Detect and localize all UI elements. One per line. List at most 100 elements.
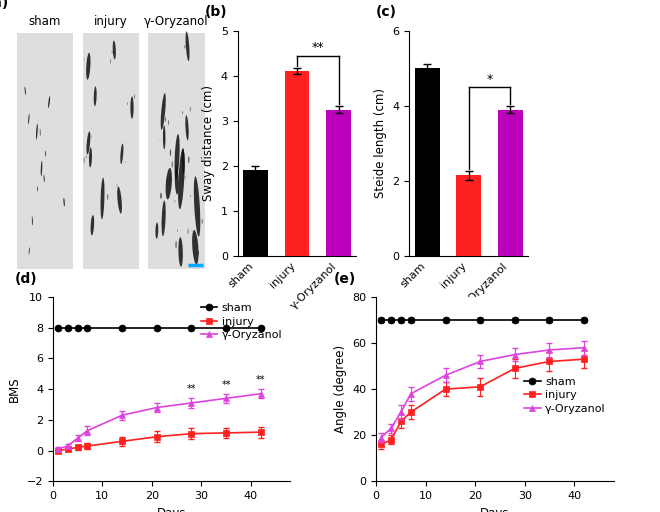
Ellipse shape (131, 96, 133, 119)
Ellipse shape (178, 148, 185, 209)
Text: injury: injury (94, 15, 127, 28)
Ellipse shape (24, 87, 26, 95)
γ-Oryzanol (63, 443, 72, 449)
Ellipse shape (166, 168, 172, 199)
injury (118, 438, 126, 444)
sham (152, 325, 161, 331)
Text: **: ** (312, 40, 324, 54)
injury (53, 447, 62, 454)
Text: sham: sham (28, 15, 61, 28)
γ-Oryzanol (397, 409, 405, 415)
Text: *: * (486, 73, 492, 86)
Y-axis label: Angle (degree): Angle (degree) (334, 345, 346, 433)
Ellipse shape (202, 219, 203, 224)
injury (442, 386, 449, 392)
Ellipse shape (94, 87, 96, 106)
sham (476, 317, 484, 323)
injury (83, 443, 91, 449)
γ-Oryzanol (387, 425, 395, 431)
Bar (82, 33, 139, 269)
Ellipse shape (162, 201, 166, 236)
sham (397, 317, 405, 323)
Bar (498, 110, 523, 256)
sham (387, 317, 395, 323)
Ellipse shape (184, 45, 185, 49)
injury (257, 429, 265, 435)
Text: (e): (e) (333, 272, 356, 286)
Ellipse shape (110, 59, 111, 64)
Bar (243, 170, 268, 256)
sham (53, 325, 62, 331)
Line: γ-Oryzanol: γ-Oryzanol (378, 344, 587, 441)
injury (476, 384, 484, 390)
Ellipse shape (172, 161, 173, 168)
Ellipse shape (161, 194, 162, 198)
sham (83, 325, 91, 331)
Text: γ-Oryzanol: γ-Oryzanol (145, 15, 209, 28)
Ellipse shape (37, 186, 38, 191)
Text: (d): (d) (15, 272, 38, 286)
Bar (148, 33, 205, 269)
Ellipse shape (89, 147, 92, 167)
Ellipse shape (63, 198, 65, 206)
γ-Oryzanol (118, 412, 126, 418)
X-axis label: Days: Days (157, 506, 186, 512)
Line: γ-Oryzanol: γ-Oryzanol (54, 390, 264, 453)
γ-Oryzanol (83, 428, 91, 434)
Line: sham: sham (378, 316, 587, 324)
injury (73, 444, 82, 451)
γ-Oryzanol (545, 347, 553, 353)
Bar (456, 175, 481, 256)
γ-Oryzanol (378, 434, 385, 440)
Bar (16, 33, 73, 269)
Ellipse shape (28, 247, 30, 254)
γ-Oryzanol (187, 400, 195, 406)
sham (118, 325, 126, 331)
γ-Oryzanol (73, 435, 82, 441)
Ellipse shape (41, 161, 42, 176)
Ellipse shape (174, 134, 180, 179)
Line: sham: sham (54, 324, 264, 331)
Ellipse shape (44, 175, 45, 182)
Ellipse shape (48, 96, 50, 108)
γ-Oryzanol (407, 391, 414, 397)
Ellipse shape (187, 228, 189, 234)
Ellipse shape (103, 182, 104, 188)
Ellipse shape (168, 120, 169, 125)
Y-axis label: BMS: BMS (8, 376, 21, 402)
Ellipse shape (192, 230, 199, 264)
γ-Oryzanol (476, 358, 484, 365)
Ellipse shape (175, 165, 179, 195)
γ-Oryzanol (442, 372, 449, 378)
injury (187, 431, 195, 437)
γ-Oryzanol (257, 391, 265, 397)
Text: (a): (a) (0, 0, 9, 10)
Legend: sham, injury, γ-Oryzanol: sham, injury, γ-Oryzanol (196, 299, 287, 345)
Line: injury: injury (55, 430, 263, 453)
Ellipse shape (32, 216, 33, 225)
Ellipse shape (156, 222, 158, 239)
injury (222, 430, 230, 436)
X-axis label: Days: Days (480, 506, 510, 512)
Bar (284, 71, 310, 256)
Text: (b): (b) (205, 6, 227, 19)
Ellipse shape (178, 237, 183, 267)
sham (257, 325, 265, 331)
injury (580, 356, 588, 362)
Ellipse shape (134, 94, 135, 99)
injury (387, 437, 395, 443)
γ-Oryzanol (222, 395, 230, 401)
Ellipse shape (45, 151, 46, 157)
Ellipse shape (160, 193, 161, 199)
Ellipse shape (182, 111, 183, 114)
sham (378, 317, 385, 323)
Y-axis label: Sway distance (cm): Sway distance (cm) (202, 86, 215, 201)
Ellipse shape (182, 148, 185, 175)
Ellipse shape (117, 186, 122, 214)
Ellipse shape (185, 31, 189, 61)
Ellipse shape (190, 107, 191, 112)
Ellipse shape (166, 177, 168, 185)
injury (407, 409, 414, 415)
Ellipse shape (28, 114, 30, 124)
γ-Oryzanol (580, 345, 588, 351)
